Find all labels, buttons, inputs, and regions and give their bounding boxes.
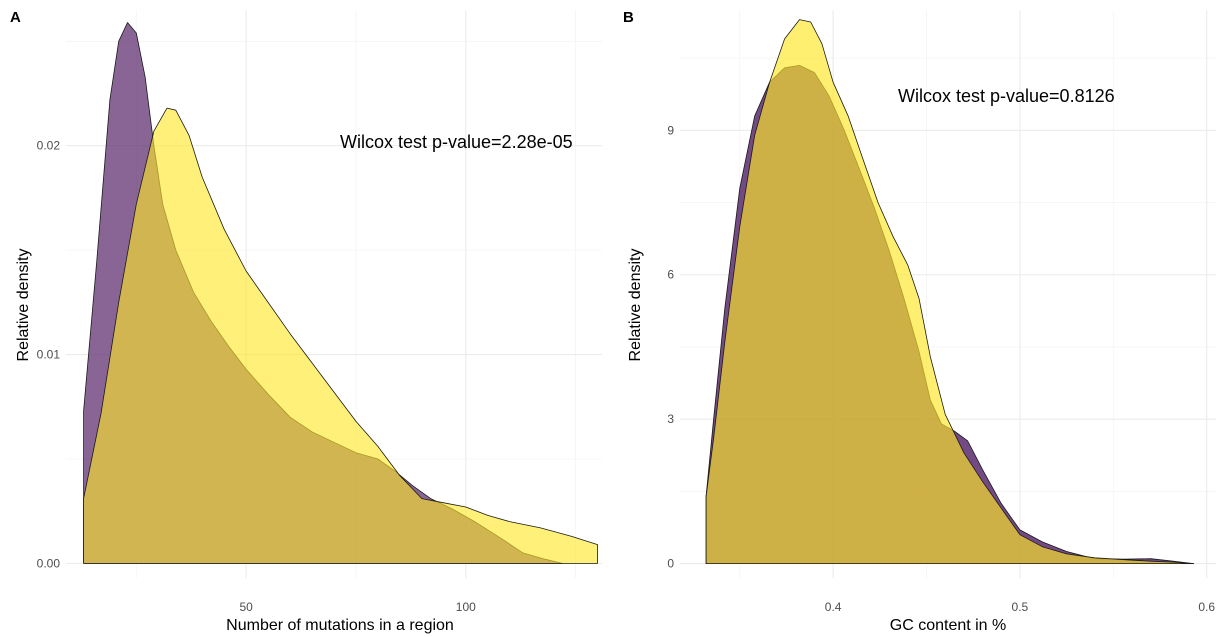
panel-a-ticks: 0.00 0.01 0.02 50 100 xyxy=(37,139,476,614)
panel-a-density-area-2 xyxy=(83,107,598,564)
panel-b-x-tick-label: 0.4 xyxy=(825,600,842,614)
panel-b-y-tick-label: 6 xyxy=(667,268,674,282)
panel-a-x-tick-label: 50 xyxy=(239,600,253,614)
panel-b-chart: 0 3 6 9 0.4 0.5 0.6 B Wilcox test p-value=0.81… xyxy=(623,9,1216,634)
panel-a-x-tick-label: 100 xyxy=(456,600,476,614)
panel-b-y-tick-label: 9 xyxy=(667,123,674,137)
panel-a-tag: A xyxy=(10,9,21,26)
panel-b-x-tick-label: 0.6 xyxy=(1198,600,1215,614)
panel-b-ticks: 0 3 6 9 0.4 0.5 0.6 xyxy=(667,123,1215,614)
panel-b-density-areas xyxy=(705,19,1194,564)
panel-b-y-tick-label: 3 xyxy=(667,412,674,426)
panel-a-y-tick-label: 0.02 xyxy=(37,139,61,153)
panel-a-density-areas xyxy=(83,22,598,564)
panel-a-y-axis-title: Relative density xyxy=(15,249,32,362)
panel-b-x-tick-label: 0.5 xyxy=(1012,600,1029,614)
panel-b-annotation: Wilcox test p-value=0.8126 xyxy=(898,86,1115,106)
panel-b-tag: B xyxy=(623,9,634,26)
panel-a-x-axis-title: Number of mutations in a region xyxy=(226,617,454,634)
panel-b-density-area-2 xyxy=(705,19,1194,564)
panel-a-annotation: Wilcox test p-value=2.28e-05 xyxy=(340,132,573,152)
panel-a-y-tick-label: 0.01 xyxy=(37,348,61,362)
panel-b-y-tick-label: 0 xyxy=(667,557,674,571)
panel-a-chart: 0.00 0.01 0.02 50 100 A Wilcox test p-value=… xyxy=(10,9,602,634)
panel-b-y-axis-title: Relative density xyxy=(627,249,644,362)
panel-b-x-axis-title: GC content in % xyxy=(890,617,1007,634)
panel-a-y-tick-label: 0.00 xyxy=(37,556,61,570)
